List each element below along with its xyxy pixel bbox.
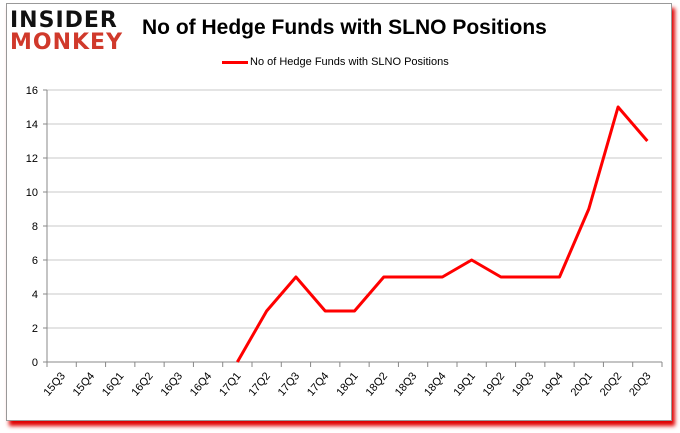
legend-swatch bbox=[222, 60, 248, 64]
logo-line2: MONKEY bbox=[10, 30, 124, 55]
x-tick-label: 18Q4 bbox=[422, 370, 448, 398]
x-tick-label: 16Q4 bbox=[188, 370, 214, 398]
insider-monkey-logo: INSIDER MONKEY bbox=[10, 10, 123, 54]
x-tick-label: 17Q4 bbox=[305, 370, 331, 398]
x-tick-label: 18Q3 bbox=[393, 370, 419, 398]
x-tick-label: 19Q1 bbox=[451, 370, 477, 398]
x-tick-label: 19Q4 bbox=[539, 370, 565, 398]
y-tick-label: 0 bbox=[32, 357, 38, 369]
chart-title: No of Hedge Funds with SLNO Positions bbox=[142, 16, 547, 39]
x-tick-label: 20Q2 bbox=[598, 370, 624, 398]
x-tick-label: 19Q3 bbox=[510, 370, 536, 398]
y-tick-label: 6 bbox=[32, 255, 38, 267]
x-tick-label: 16Q3 bbox=[159, 370, 185, 398]
legend: No of Hedge Funds with SLNO Positions bbox=[222, 56, 449, 68]
x-tick-label: 17Q1 bbox=[217, 370, 243, 398]
x-tick-label: 19Q2 bbox=[481, 370, 507, 398]
x-tick-label: 18Q1 bbox=[334, 370, 360, 398]
x-tick-label: 15Q4 bbox=[71, 370, 97, 398]
y-tick-label: 8 bbox=[32, 221, 38, 233]
x-tick-label: 16Q1 bbox=[100, 370, 126, 398]
x-tick-label: 15Q3 bbox=[41, 370, 67, 398]
x-tick-label: 16Q2 bbox=[129, 370, 155, 398]
y-tick-label: 10 bbox=[26, 187, 38, 199]
y-tick-label: 2 bbox=[32, 323, 38, 335]
legend-label: No of Hedge Funds with SLNO Positions bbox=[250, 56, 449, 68]
x-tick-label: 17Q2 bbox=[246, 370, 272, 398]
chart-frame bbox=[6, 3, 672, 421]
x-tick-label: 20Q1 bbox=[569, 370, 595, 398]
y-tick-label: 14 bbox=[26, 119, 38, 131]
series-line bbox=[236, 105, 649, 363]
logo-line1: INSIDER bbox=[10, 8, 118, 33]
x-tick-label: 17Q3 bbox=[276, 370, 302, 398]
x-tick-label: 20Q3 bbox=[627, 370, 653, 398]
y-tick-label: 16 bbox=[26, 85, 38, 97]
y-tick-label: 12 bbox=[26, 153, 38, 165]
x-tick-label: 18Q2 bbox=[364, 370, 390, 398]
y-tick-label: 4 bbox=[32, 289, 38, 301]
